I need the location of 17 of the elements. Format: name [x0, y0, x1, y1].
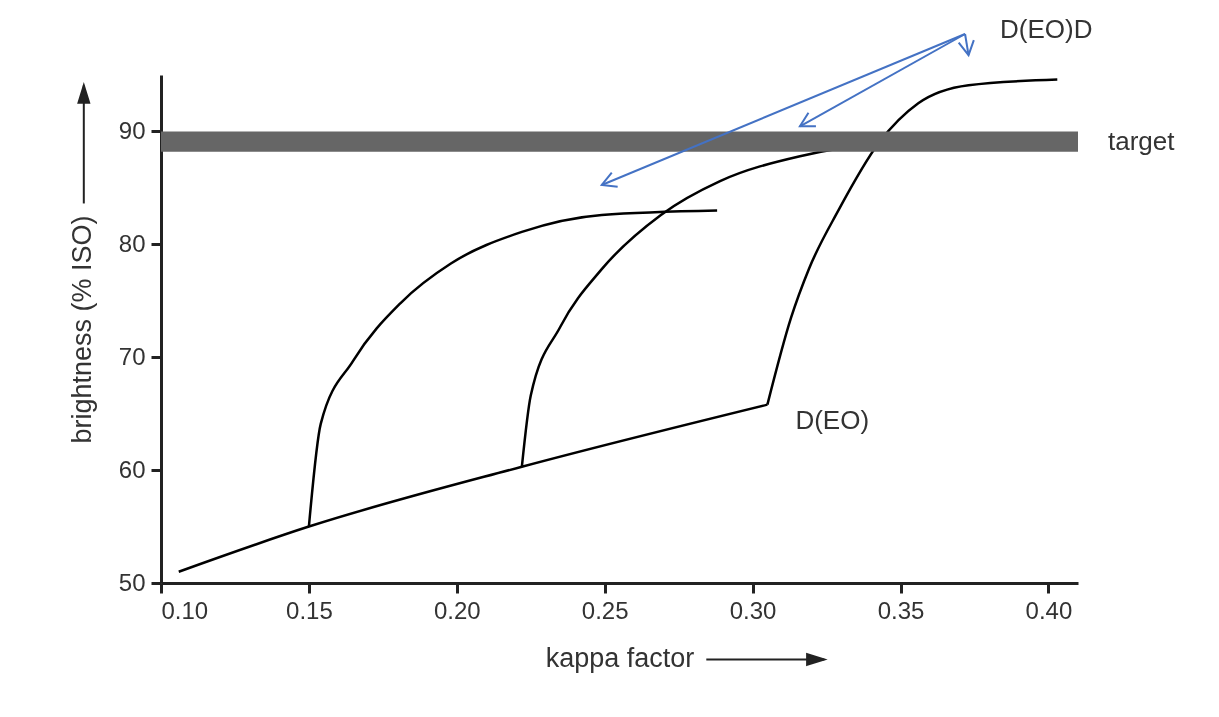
y-tick-label: 70: [118, 342, 146, 370]
x-tick-label: 0.35: [877, 596, 925, 624]
y-tick-label: 80: [118, 229, 146, 257]
y-axis-title: brightness (% ISO): [66, 215, 97, 444]
text: D(EO)D: [1000, 14, 1093, 44]
x-tick-label: 0.25: [581, 596, 629, 624]
band-label: target: [1108, 125, 1176, 156]
y-tick-label: 50: [118, 568, 146, 596]
x-tick-label: 0.30: [729, 596, 777, 624]
y-tick-label: 60: [118, 455, 146, 483]
x-tick-label: 0.40: [1025, 596, 1073, 624]
y-tick-label: 90: [118, 116, 146, 144]
x-tick-label: 0.10: [161, 596, 209, 624]
x-axis-title: kappa factor: [545, 642, 695, 673]
x-tick-label: 0.15: [286, 596, 333, 624]
series-label: D(EO): [795, 404, 870, 435]
x-tick-label: 0.20: [433, 596, 481, 624]
